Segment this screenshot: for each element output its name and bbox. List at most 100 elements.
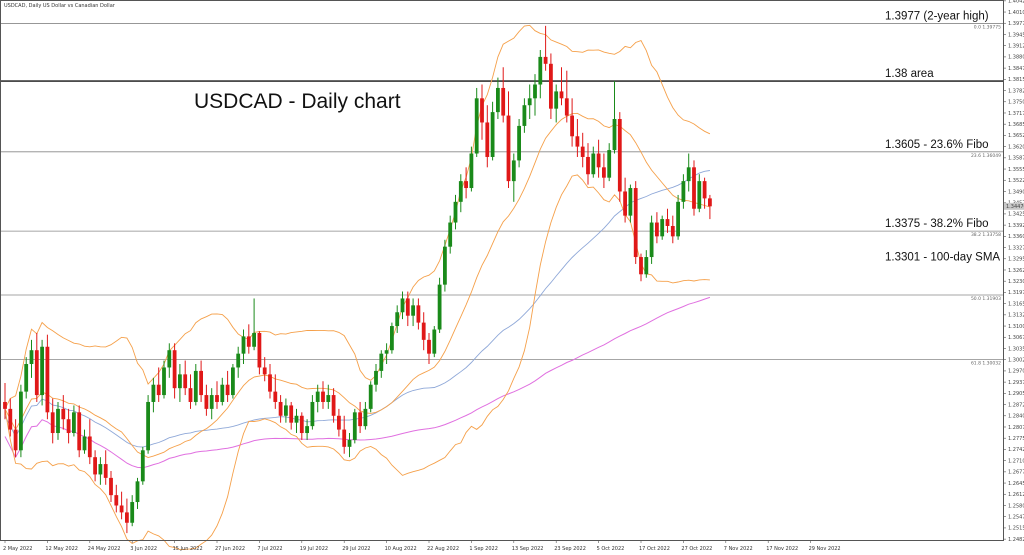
candle	[612, 81, 617, 154]
candle	[125, 498, 129, 534]
candle-body	[119, 505, 124, 513]
candle-body	[490, 112, 495, 157]
y-axis: 1.40425 1.40100 1.39775 1.39450 1.39125 1.388…	[1003, 0, 1024, 543]
candle	[496, 77, 500, 120]
candle	[45, 334, 50, 420]
candle-body	[644, 257, 649, 275]
candle-body	[109, 477, 113, 496]
candle	[522, 98, 527, 133]
candle-body	[533, 84, 537, 99]
candle	[633, 181, 638, 264]
candle	[649, 215, 654, 264]
candle	[257, 331, 262, 375]
level-small-label: 50.0 1.31903	[971, 296, 1001, 302]
y-tick-label: 1.29375	[1008, 380, 1024, 386]
candle	[639, 253, 643, 282]
candle-body	[405, 298, 410, 316]
candle	[697, 174, 702, 213]
candle-body	[485, 122, 490, 157]
candle-body	[135, 481, 140, 503]
candle	[188, 374, 193, 409]
y-tick-label: 1.38800	[1008, 55, 1024, 61]
candle	[246, 324, 251, 354]
y-tick-label: 1.37175	[1008, 111, 1024, 117]
candle	[24, 357, 29, 399]
candle	[480, 84, 484, 140]
candle	[453, 194, 458, 230]
candle	[294, 408, 299, 434]
candle-body	[347, 439, 352, 447]
candle	[363, 401, 368, 430]
candle-body	[103, 464, 108, 478]
x-tick-label: 27 Jun 2022	[215, 546, 245, 552]
candle-body	[443, 246, 447, 285]
candle-body	[294, 415, 299, 423]
candle	[485, 105, 490, 168]
candle-body	[151, 384, 156, 402]
candle-body	[458, 181, 463, 202]
candle-body	[437, 284, 442, 330]
y-tick-label: 1.40425	[1008, 0, 1024, 5]
candle-body	[252, 332, 256, 347]
candle	[591, 146, 596, 178]
candle-body	[220, 384, 225, 402]
candle	[374, 364, 378, 392]
y-tick-label: 1.39775	[1008, 21, 1024, 27]
candle-body	[538, 56, 543, 85]
candle-body	[591, 153, 596, 175]
x-tick-label: 3 Jun 2022	[130, 546, 157, 552]
candle	[178, 364, 182, 402]
y-tick-label: 1.25475	[1008, 515, 1024, 521]
candle	[384, 343, 389, 365]
candle	[564, 70, 569, 123]
candle-body	[262, 367, 267, 375]
candle	[665, 208, 670, 233]
candle	[77, 405, 82, 458]
x-tick-label: 27 Oct 2022	[681, 546, 712, 552]
candle-body	[411, 305, 415, 316]
candle-body	[496, 87, 500, 113]
candle	[549, 53, 553, 120]
candle	[623, 177, 627, 223]
candle-body	[331, 395, 336, 416]
candle-body	[501, 87, 506, 116]
y-tick-label: 1.36200	[1008, 144, 1024, 150]
candle-body	[29, 350, 34, 365]
candle-body	[676, 201, 680, 237]
y-tick-label: 1.34250	[1008, 212, 1024, 218]
candle	[135, 477, 140, 509]
y-tick-label: 1.30350	[1008, 346, 1024, 352]
candle-body	[225, 384, 230, 396]
candle	[331, 388, 336, 423]
candle-body	[114, 495, 119, 506]
candle	[204, 384, 209, 416]
candle	[56, 401, 60, 440]
candle	[98, 457, 103, 485]
candle-body	[156, 384, 161, 396]
candle-body	[575, 136, 580, 147]
candle	[209, 388, 214, 420]
y-tick-label: 1.35550	[1008, 167, 1024, 173]
y-tick-label: 1.29700	[1008, 369, 1024, 375]
candle	[390, 322, 394, 354]
candle-body	[337, 415, 341, 430]
level-annotation: 1.38 area	[885, 68, 934, 80]
candle-body	[87, 436, 92, 458]
candle-body	[130, 502, 135, 523]
y-tick-label: 1.32300	[1008, 279, 1024, 285]
y-tick-label: 1.38475	[1008, 66, 1024, 72]
candle	[427, 332, 431, 365]
candle	[172, 343, 177, 399]
candle	[66, 408, 71, 444]
candle	[686, 153, 691, 192]
candle	[644, 250, 649, 278]
candle	[93, 450, 97, 482]
candle	[681, 174, 686, 209]
candle	[570, 98, 574, 147]
candle	[162, 360, 166, 399]
x-tick-label: 12 May 2022	[45, 546, 78, 552]
candle	[517, 119, 521, 168]
candle-body	[183, 374, 188, 389]
y-tick-label: 1.32950	[1008, 257, 1024, 263]
